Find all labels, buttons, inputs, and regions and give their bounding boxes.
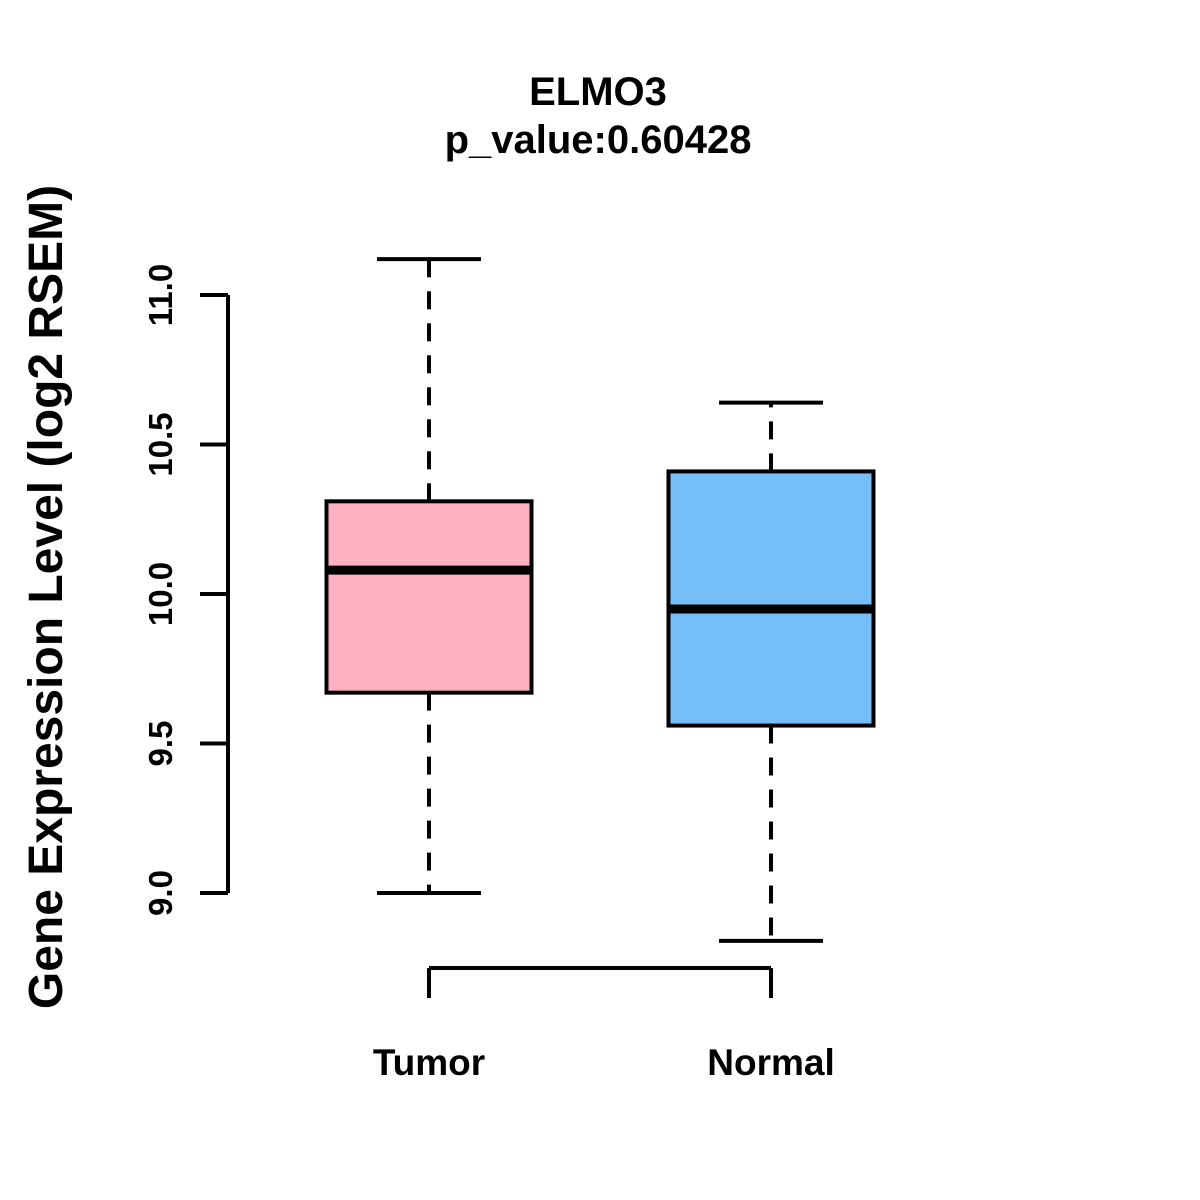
category-label-normal: Normal (707, 1042, 834, 1083)
y-axis-tick-label: 9.0 (142, 870, 179, 916)
y-axis-tick-label: 11.0 (142, 264, 179, 326)
category-label-tumor: Tumor (373, 1042, 485, 1083)
chart-subtitle-pvalue: p_value:0.60428 (444, 118, 752, 162)
tumor-box (324, 499, 534, 695)
chart-title-block: ELMO3 p_value:0.60428 (0, 68, 1196, 164)
normal-box (666, 469, 876, 728)
chart-title: ELMO3 (529, 70, 667, 114)
y-axis-tick-label: 10.5 (142, 412, 179, 476)
y-axis-tick-label: 10.0 (142, 562, 179, 626)
y-axis-tick-label: 9.5 (142, 721, 179, 767)
